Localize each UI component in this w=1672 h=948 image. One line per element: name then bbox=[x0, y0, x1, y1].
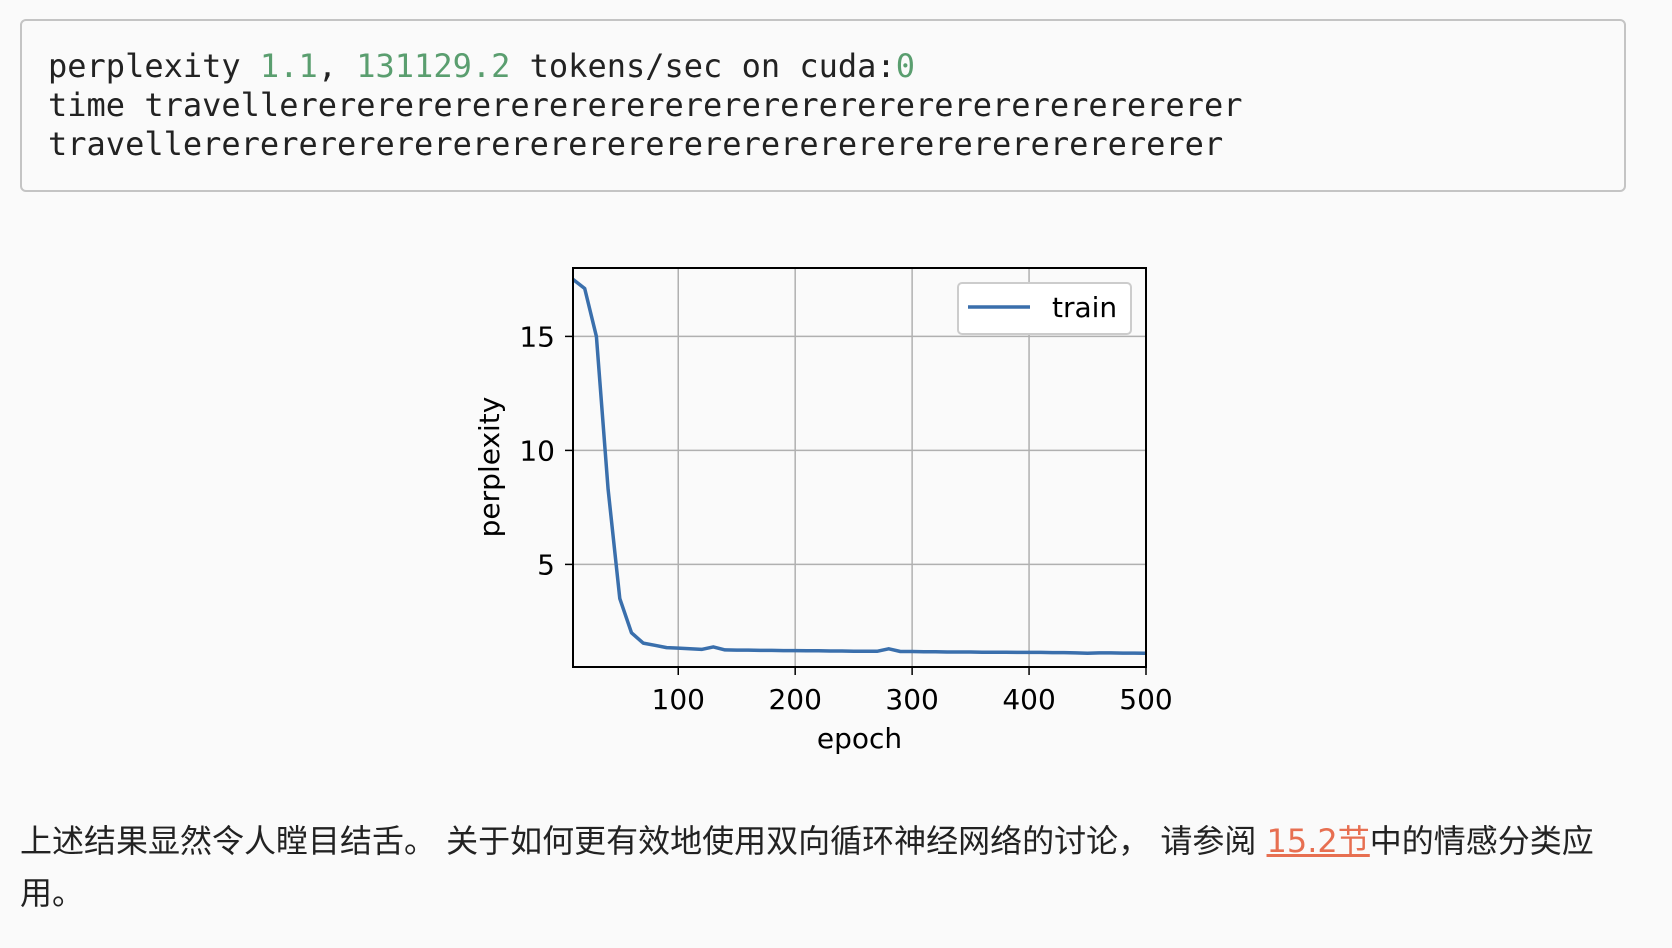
paragraph-text: 上述结果显然令人瞠目结舌。 关于如何更有效地使用双向循环神经网络的讨论， 请参阅 bbox=[20, 822, 1267, 860]
y-tick-label: 10 bbox=[519, 434, 555, 467]
generated-text-line-1: time travellerererererererererererererer… bbox=[48, 86, 1243, 124]
device-index: 0 bbox=[895, 47, 915, 85]
y-tick-label: 5 bbox=[537, 548, 555, 581]
axis-ticks: 100 200 300 400 500 5 10 15 bbox=[519, 320, 1172, 716]
x-axis-label: epoch bbox=[817, 722, 902, 755]
perplexity-value: 1.1 bbox=[259, 47, 318, 85]
tokens-per-sec-value: 131129.2 bbox=[356, 47, 511, 85]
grid-lines bbox=[573, 268, 1147, 667]
x-tick-label: 200 bbox=[768, 683, 821, 716]
paragraph: 上述结果显然令人瞠目结舌。 关于如何更有效地使用双向循环神经网络的讨论， 请参阅… bbox=[20, 815, 1640, 919]
generated-text-line-2: travellerererererererererererererererere… bbox=[48, 125, 1224, 163]
x-tick-label: 100 bbox=[652, 683, 705, 716]
x-tick-label: 300 bbox=[885, 683, 938, 716]
x-tick-label: 400 bbox=[1002, 683, 1055, 716]
plot-frame bbox=[572, 267, 1147, 668]
series-line-train bbox=[571, 278, 1147, 656]
x-tick-label: 500 bbox=[1119, 683, 1172, 716]
code-text: , bbox=[317, 47, 357, 85]
code-output-block: perplexity 1.1, 131129.2 tokens/sec on c… bbox=[20, 19, 1626, 192]
code-text: perplexity bbox=[48, 47, 260, 85]
section-link[interactable]: 15.2节 bbox=[1266, 822, 1370, 860]
legend-label-train: train bbox=[1052, 291, 1117, 324]
paragraph-text-end: 中的情感分类应用。 bbox=[20, 822, 1594, 912]
y-tick-label: 15 bbox=[519, 320, 555, 353]
legend: train bbox=[957, 282, 1132, 335]
legend-box bbox=[957, 282, 1132, 335]
code-text: tokens/sec on cuda: bbox=[510, 47, 896, 85]
y-axis-label: perplexity bbox=[473, 397, 506, 538]
